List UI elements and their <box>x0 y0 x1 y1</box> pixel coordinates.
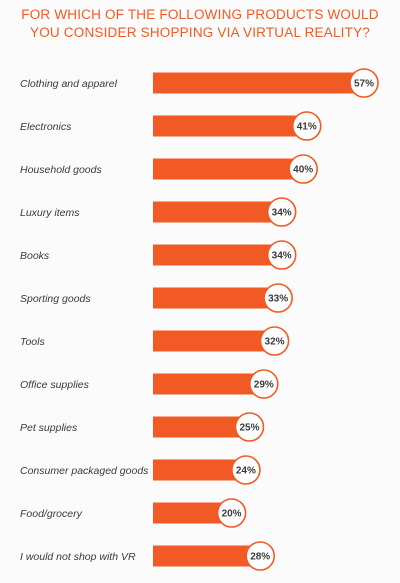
category-label: Sporting goods <box>20 293 91 305</box>
bar-row: Food/grocery 20% <box>20 498 247 528</box>
value-label: 24% <box>236 466 256 477</box>
category-label: Electronics <box>20 121 72 133</box>
value-badge <box>349 68 379 98</box>
category-label: Office supplies <box>20 379 90 391</box>
bar-row: Consumer packaged goods 24% <box>20 455 261 485</box>
category-label: Clothing and apparel <box>20 78 118 90</box>
value-label: 40% <box>293 165 313 176</box>
value-badge <box>288 154 318 184</box>
bar-row: Pet supplies 25% <box>20 412 265 442</box>
value-badge <box>291 111 322 141</box>
bar <box>153 373 257 395</box>
category-label: Luxury items <box>20 207 80 219</box>
bar <box>153 244 275 266</box>
chart-title-line-2: YOU CONSIDER SHOPPING VIA VIRTUAL REALIT… <box>30 25 370 40</box>
value-badge <box>245 541 276 571</box>
value-badge <box>248 369 279 399</box>
bar-row: Electronics 41% <box>20 111 322 141</box>
value-label: 28% <box>250 552 270 563</box>
bar <box>153 545 254 567</box>
value-label: 32% <box>265 337 285 348</box>
value-badge <box>216 498 247 528</box>
value-badge <box>259 326 290 356</box>
value-label: 41% <box>297 122 317 133</box>
value-badge <box>263 283 293 313</box>
value-label: 25% <box>239 423 259 434</box>
value-label: 29% <box>254 380 274 391</box>
bar-row: Office supplies 29% <box>20 369 279 399</box>
value-badge <box>266 240 297 270</box>
bar-row: Sporting goods 33% <box>20 283 293 313</box>
bar <box>153 201 275 223</box>
chart-title-line-1: FOR WHICH OF THE FOLLOWING PRODUCTS WOUL… <box>21 7 379 22</box>
bar <box>153 115 300 137</box>
value-badge <box>266 197 297 227</box>
value-badge <box>234 412 265 442</box>
value-label: 20% <box>222 509 242 520</box>
value-label: 33% <box>268 294 288 305</box>
chart-title: FOR WHICH OF THE FOLLOWING PRODUCTS WOUL… <box>0 6 400 42</box>
bar <box>153 330 268 352</box>
bar-row: I would not shop with VR 28% <box>20 541 276 571</box>
category-label: Food/grocery <box>20 508 83 520</box>
bar-row: Clothing and apparel 57% <box>20 68 379 98</box>
value-label: 34% <box>272 208 292 219</box>
category-label: Books <box>20 250 50 262</box>
value-badge <box>231 455 261 485</box>
category-label: Consumer packaged goods <box>20 465 149 477</box>
bar <box>153 158 297 180</box>
bar-row: Books 34% <box>20 240 297 270</box>
category-label: Pet supplies <box>20 422 78 434</box>
bar <box>153 416 243 438</box>
value-label: 57% <box>354 79 374 90</box>
bar <box>153 287 272 309</box>
category-label: I would not shop with VR <box>20 551 136 563</box>
bar <box>153 459 239 481</box>
value-label: 34% <box>272 251 292 262</box>
category-label: Tools <box>20 336 45 348</box>
bar-row: Luxury items 34% <box>20 197 297 227</box>
category-label: Household goods <box>20 164 102 176</box>
bar-row: Household goods 40% <box>20 154 318 184</box>
bar <box>153 502 225 524</box>
bar-row: Tools 32% <box>20 326 290 356</box>
bar <box>153 72 357 94</box>
